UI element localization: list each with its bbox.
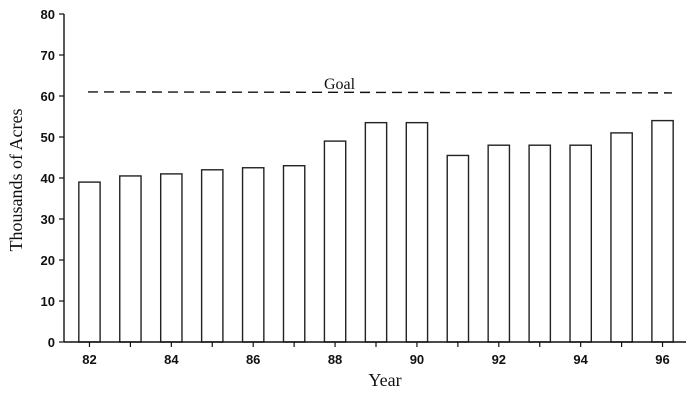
bar-86 [241,167,265,343]
bar-83 [119,175,142,343]
x-axis: 82 84 86 88 90 92 94 96 [82,342,670,367]
x-tick-label: 90 [410,352,424,367]
bar-87 [282,164,306,343]
x-tick-label: 88 [328,352,342,367]
goal-line [87,91,673,94]
bar-88 [323,140,347,343]
bar-93 [528,144,552,343]
bar-82 [78,181,101,343]
y-axis-title: Thousands of Acres [6,109,26,252]
bar-91 [446,154,470,343]
y-axis: 0 10 20 30 40 50 60 70 80 [41,7,64,350]
x-tick-label: 92 [492,352,506,367]
y-tick-label: 80 [41,7,55,22]
bar-94 [569,144,593,343]
goal-label: Goal [324,76,356,93]
x-tick-label: 86 [246,352,260,367]
y-tick-label: 40 [41,171,55,186]
y-tick-label: 0 [48,335,55,350]
x-tick-label: 84 [164,352,179,367]
bar-95 [610,132,633,343]
bar-90 [405,121,429,343]
y-tick-label: 50 [41,130,55,145]
x-tick-label: 82 [82,352,96,367]
y-tick-label: 30 [41,212,55,227]
y-tick-label: 60 [41,89,55,104]
y-tick-label: 70 [41,48,55,63]
bar-84 [159,173,183,343]
y-tick-label: 10 [41,294,55,309]
bar-85 [200,169,224,343]
y-tick-label: 20 [41,253,55,268]
x-tick-label: 94 [573,352,588,367]
bars [78,119,674,343]
x-axis-title: Year [368,370,401,390]
bar-89 [364,121,388,343]
bar-92 [487,144,511,343]
x-tick-label: 96 [655,352,669,367]
bar-96 [651,119,674,343]
